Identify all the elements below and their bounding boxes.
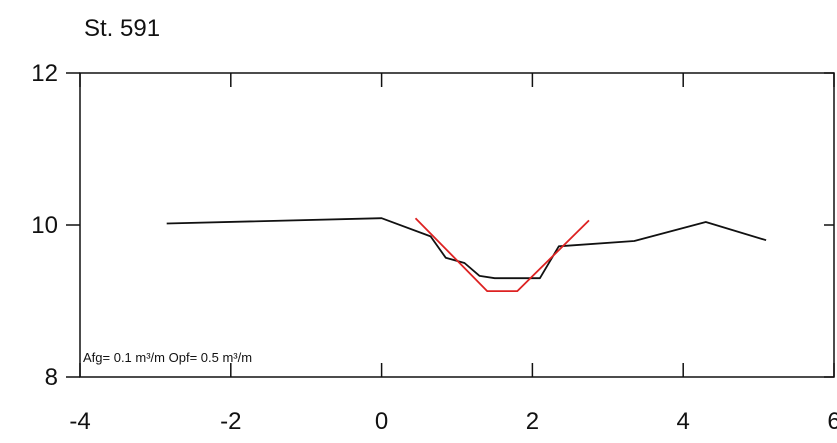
- x-tick-label: 2: [526, 408, 539, 435]
- y-tick-label: 8: [45, 364, 58, 391]
- series-line-2: [414, 217, 590, 293]
- x-tick-label: 6: [827, 408, 837, 435]
- annotation-text: Afg= 0.1 m³/m Opf= 0.5 m³/m: [83, 350, 252, 365]
- y-tick-label: 12: [31, 60, 58, 87]
- x-tick-label: 4: [677, 408, 690, 435]
- plot-frame: [79, 72, 835, 378]
- y-tick-label: 10: [31, 212, 58, 239]
- x-tick-label: 0: [375, 408, 388, 435]
- series-line-1: [166, 217, 767, 280]
- axis-ticks: -4 -2 0 2 4 6 8 10 12: [31, 60, 837, 435]
- x-tick-label: -4: [69, 408, 90, 435]
- x-tick-label: -2: [220, 408, 241, 435]
- series-group: [166, 217, 767, 293]
- chart-title: St. 591: [84, 15, 160, 42]
